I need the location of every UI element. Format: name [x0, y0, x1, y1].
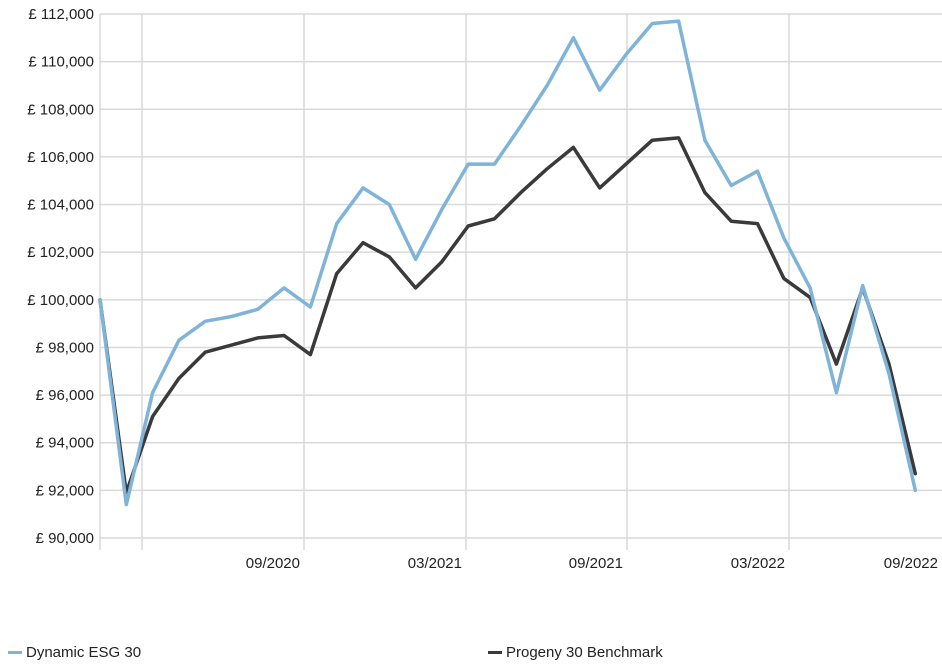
y-tick-label: £ 98,000 — [36, 339, 94, 356]
y-tick-label: £ 92,000 — [36, 482, 94, 499]
x-tick-label: 03/2022 — [731, 555, 785, 572]
legend-item-progeny-30-benchmark[interactable]: Progeny 30 Benchmark — [488, 644, 663, 661]
y-tick-label: £ 102,000 — [27, 244, 94, 261]
legend-label: Dynamic ESG 30 — [26, 644, 142, 661]
x-tick-label: 09/2022 — [884, 555, 938, 572]
y-tick-label: £ 100,000 — [27, 292, 94, 309]
y-tick-label: £ 94,000 — [36, 435, 94, 452]
y-tick-label: £ 112,000 — [28, 6, 94, 23]
x-tick-label: 09/2021 — [569, 555, 623, 572]
x-tick-label: 03/2021 — [408, 555, 462, 572]
legend-label: Progeny 30 Benchmark — [506, 644, 663, 661]
series-line-dynamic-esg-30 — [98, 19, 918, 507]
y-tick-label: £ 96,000 — [36, 387, 94, 404]
y-tick-label: £ 110,000 — [28, 54, 94, 71]
x-tick-label: 09/2020 — [246, 555, 300, 572]
legend-swatch — [8, 651, 22, 654]
legend-swatch — [488, 651, 502, 654]
y-tick-label: £ 104,000 — [27, 197, 94, 214]
y-tick-label: £ 106,000 — [27, 149, 94, 166]
series-line-progeny-30-benchmark — [98, 136, 918, 495]
legend-item-dynamic-esg-30[interactable]: Dynamic ESG 30 — [8, 644, 141, 661]
y-tick-label: £ 90,000 — [36, 530, 94, 547]
y-tick-label: £ 108,000 — [27, 101, 94, 118]
